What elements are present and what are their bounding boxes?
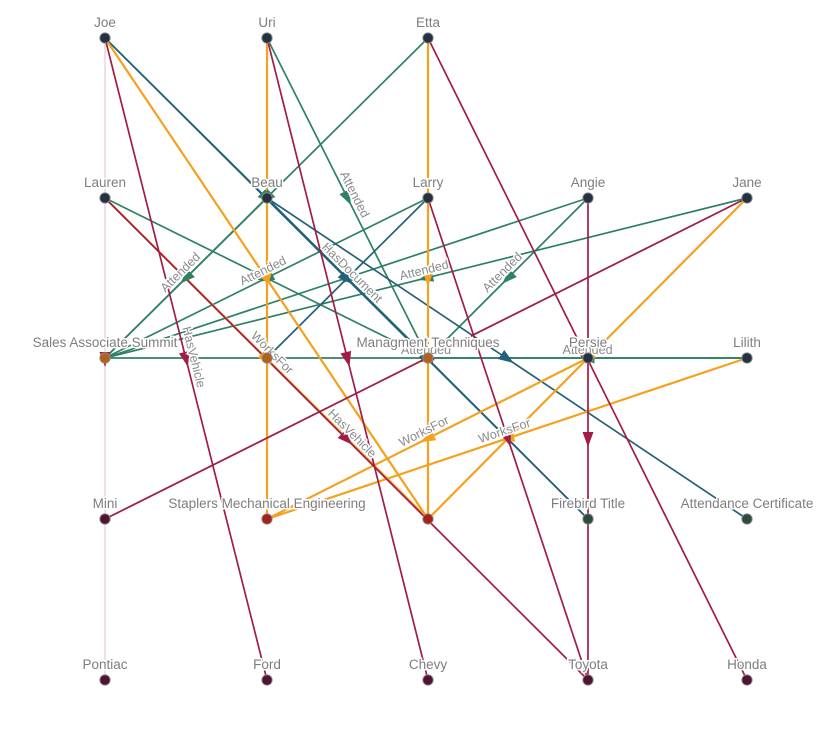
node-label-staplers: Staplers Mechanical Engineering: [168, 496, 365, 511]
edge-arrow-lauren-toyota: [337, 430, 353, 445]
edge-label-lilith-mt: Attended: [562, 343, 612, 357]
node-label-mini: Mini: [93, 496, 118, 511]
edge-arrow-persie-staplers: [420, 430, 437, 443]
node-larry[interactable]: [422, 192, 434, 204]
node-label-honda: Honda: [727, 657, 767, 672]
edge-label-lilith-sas: Attended: [401, 343, 451, 357]
node-angie[interactable]: [582, 192, 594, 204]
node-honda[interactable]: [741, 674, 753, 686]
node-label-attcert: Attendance Certificate: [681, 496, 814, 511]
node-attcert[interactable]: [741, 513, 753, 525]
node-label-joe: Joe: [94, 15, 116, 30]
edge-arrow-larry-toyota: [500, 430, 512, 447]
edge-arrow-beau-sas: [180, 269, 195, 284]
node-label-chevy: Chevy: [409, 657, 448, 672]
node-label-mt: Managment Techniques: [356, 335, 499, 350]
edge-arrow-angie-mt: [502, 269, 517, 284]
edge-arrow-larry-unlabeled1: [341, 269, 357, 284]
node-staplers[interactable]: [261, 513, 273, 525]
node-mt[interactable]: [422, 352, 434, 364]
edge-label-angie-mt: Attended: [480, 250, 525, 295]
node-toyota[interactable]: [582, 674, 594, 686]
edge-arrow-uri-mt: [339, 189, 352, 206]
node-lauren[interactable]: [99, 192, 111, 204]
edge-arrow-uri-staplers: [261, 271, 273, 287]
node-pontiac[interactable]: [99, 674, 111, 686]
node-lilith[interactable]: [741, 352, 753, 364]
node-label-sas: Sales Associate Summit: [33, 335, 178, 350]
node-sas[interactable]: [99, 352, 111, 364]
node-label-uri: Uri: [258, 15, 275, 30]
node-label-jane: Jane: [732, 175, 761, 190]
node-ford[interactable]: [261, 674, 273, 686]
node-firebird[interactable]: [582, 513, 594, 525]
node-label-pontiac: Pontiac: [82, 657, 127, 672]
node-etta[interactable]: [422, 32, 434, 44]
node-chevy[interactable]: [422, 674, 434, 686]
node-label-firebird: Firebird Title: [551, 496, 625, 511]
node-label-persie: Persie: [569, 335, 607, 350]
node-label-beau: Beau: [251, 175, 283, 190]
node-mini[interactable]: [99, 513, 111, 525]
edge-arrow-uri-chevy: [340, 350, 352, 367]
node-persie[interactable]: [582, 352, 594, 364]
node-joe[interactable]: [99, 32, 111, 44]
edge-arrow-etta-unlabeled2: [422, 271, 434, 287]
node-unlabeled2[interactable]: [422, 513, 434, 525]
node-jane[interactable]: [741, 192, 753, 204]
node-beau[interactable]: [261, 192, 273, 204]
nodes-layer: [99, 32, 753, 686]
edge-arrow-beau-attcert: [498, 350, 514, 363]
node-label-toyota: Toyota: [568, 657, 608, 672]
node-label-lilith: Lilith: [733, 335, 761, 350]
node-label-angie: Angie: [571, 175, 606, 190]
edge-arrow-angie-toyota: [582, 432, 594, 447]
edge-arrow-joe-ford: [178, 350, 190, 367]
node-unlabeled1[interactable]: [261, 352, 273, 364]
node-label-lauren: Lauren: [84, 175, 126, 190]
node-label-larry: Larry: [413, 175, 444, 190]
node-uri[interactable]: [261, 32, 273, 44]
node-label-etta: Etta: [416, 15, 441, 30]
node-labels-layer: Joe Uri Etta Lauren Beau Larry Angie Jane Sales …: [31, 14, 815, 674]
node-label-ford: Ford: [253, 657, 281, 672]
